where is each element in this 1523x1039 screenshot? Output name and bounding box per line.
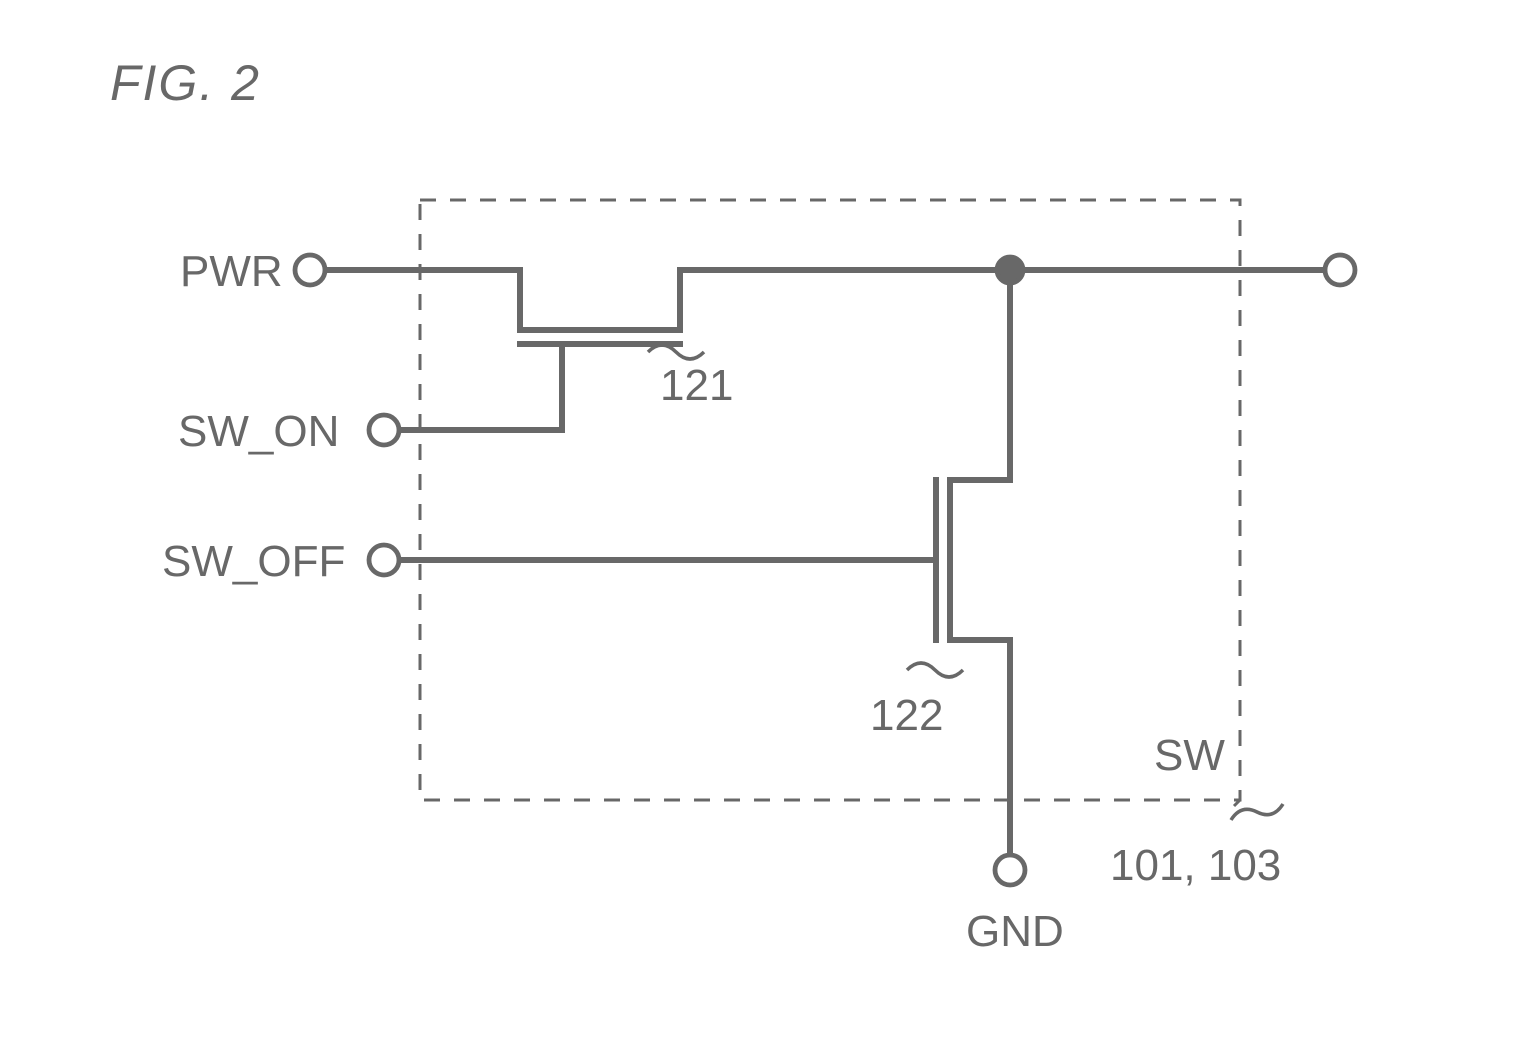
ref-label-nums: 101, 103	[1110, 841, 1281, 890]
terminal-sw_on	[369, 415, 399, 445]
ref-label-t121: 121	[660, 361, 733, 410]
node-output-junction	[997, 257, 1023, 283]
terminal-out	[1325, 255, 1355, 285]
leader-sw	[1231, 804, 1283, 820]
terminal-pwr	[295, 255, 325, 285]
label-sw_on: SW_ON	[178, 407, 339, 456]
ref-label-t122: 122	[870, 691, 943, 740]
label-gnd: GND	[966, 907, 1064, 956]
terminal-gnd	[995, 855, 1025, 885]
ref-label-sw: SW	[1154, 731, 1225, 780]
switch-block-outline	[420, 200, 1240, 800]
leader-t121	[648, 345, 704, 359]
label-sw_off: SW_OFF	[162, 537, 345, 586]
leader-t122	[907, 663, 963, 677]
label-pwr: PWR	[180, 247, 283, 296]
terminal-sw_off	[369, 545, 399, 575]
figure-title: FIG. 2	[110, 55, 261, 111]
